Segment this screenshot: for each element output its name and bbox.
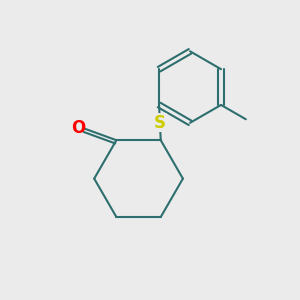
Text: S: S xyxy=(154,114,166,132)
Text: O: O xyxy=(71,119,86,137)
